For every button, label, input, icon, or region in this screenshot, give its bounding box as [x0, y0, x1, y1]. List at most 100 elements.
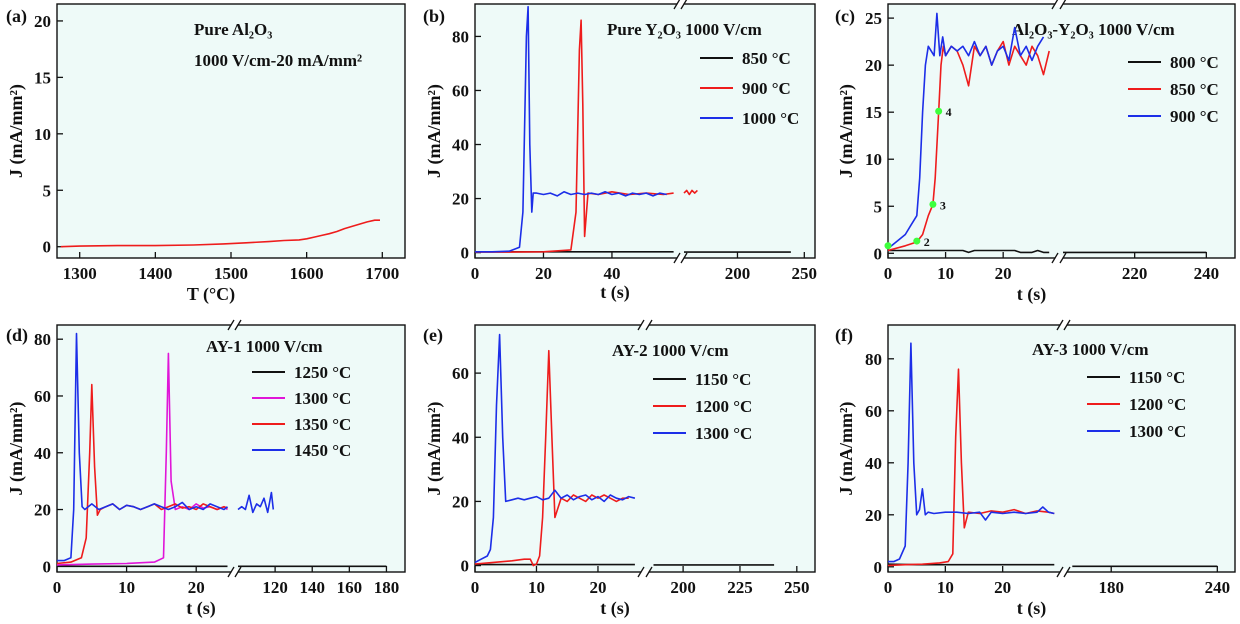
series-line-900-C [683, 189, 698, 196]
y-tick-label: 20 [865, 56, 882, 75]
x-axis-break-mark-top [1059, 0, 1067, 10]
panel-e-label: (e) [423, 325, 443, 346]
panel-e-x-axis-label: t (s) [600, 598, 630, 619]
panel-d-plot-area [56, 324, 406, 573]
series-line-850-C [887, 40, 1050, 252]
series-line-Pure-Al2O3 [60, 219, 380, 248]
y-tick-label: 60 [865, 402, 882, 421]
panel-a-subtitle: 1000 V/cm-20 mA/mm² [194, 51, 362, 70]
y-tick-label: 60 [452, 364, 469, 383]
x-tick-label: 160 [337, 578, 363, 597]
series-line-1200-C [474, 349, 629, 567]
y-tick-label: 80 [865, 350, 882, 369]
y-tick-label: 15 [34, 68, 51, 87]
x-tick-label: 20 [995, 264, 1012, 283]
y-tick-label: 0 [43, 238, 52, 257]
y-tick-label: 10 [34, 125, 51, 144]
panel-b-plot-area [474, 3, 816, 259]
x-tick-label: 180 [374, 578, 400, 597]
x-axis-break-gap [1060, 569, 1067, 575]
y-tick-label: 10 [865, 150, 882, 169]
y-tick-label: 0 [461, 244, 470, 263]
y-tick-label: 0 [461, 557, 470, 576]
panel-a-label: (a) [6, 6, 27, 27]
series-line-800-C [888, 249, 1050, 254]
panel-d-x-axis-label: t (s) [186, 598, 216, 619]
panel-b-label: (b) [423, 6, 445, 27]
x-axis-break-gap-top [1060, 322, 1067, 328]
legend-entry: 1000 °C [742, 109, 799, 128]
x-axis-break-mark [1059, 252, 1067, 264]
data-point-marker [913, 237, 921, 245]
x-tick-label: 1600 [290, 264, 324, 283]
x-axis-break-mark-top [234, 319, 242, 331]
x-tick-label: 1300 [63, 264, 97, 283]
x-tick-label: 0 [884, 264, 893, 283]
panel-d: (d) AY-1 1000 V/cm t (s) J (mA/mm²) 0 10 2… [6, 319, 406, 619]
series-line-1300-C [474, 333, 636, 564]
x-tick-label: 120 [262, 578, 288, 597]
x-tick-label: 225 [727, 578, 753, 597]
legend-entry: 800 °C [1170, 53, 1219, 72]
panel-b-title: Pure Y₂O₃ 1000 V/cm [607, 20, 762, 39]
y-tick-label: 15 [865, 103, 882, 122]
y-tick-label: 20 [865, 506, 882, 525]
legend-entry: 1150 °C [1129, 368, 1185, 387]
x-axis-break-gap-top [231, 322, 238, 328]
y-tick-label: 40 [452, 136, 469, 155]
panel-c-markers: 2 3 4 [884, 105, 952, 250]
x-tick-label: 1500 [214, 264, 248, 283]
panel-a-y-axis-label: J (mA/mm²) [6, 84, 27, 178]
legend-entry: 850 °C [1170, 80, 1219, 99]
y-tick-label: 80 [452, 27, 469, 46]
x-tick-label: 250 [792, 264, 818, 283]
x-axis-break-mark [1063, 566, 1071, 578]
y-tick-label: 20 [452, 190, 469, 209]
legend-entry: 1450 °C [294, 441, 351, 460]
x-axis-break-mark [645, 566, 653, 578]
x-tick-label: 20 [589, 578, 606, 597]
legend-entry: 1300 °C [294, 389, 351, 408]
x-axis-break-mark [227, 566, 235, 578]
legend-entry: 900 °C [742, 79, 791, 98]
panel-c-x-axis-label: t (s) [1017, 284, 1047, 305]
series-line-1450-C [57, 332, 228, 562]
x-tick-label: 240 [1205, 578, 1231, 597]
x-axis-break-mark-top [1056, 319, 1064, 331]
panel-a-plot-area [56, 3, 406, 259]
y-tick-label: 0 [874, 558, 883, 577]
panel-c-plot-area [887, 3, 1236, 259]
panel-e: (e) AY-2 1000 V/cm t (s) J (mA/mm²) 0 10 2… [423, 319, 816, 619]
panel-e-legend: 1150 °C 1200 °C 1300 °C [653, 370, 752, 443]
panel-b-x-axis-label: t (s) [600, 282, 630, 303]
y-tick-label: 20 [34, 501, 51, 520]
data-point-marker [935, 107, 943, 115]
marker-label: 3 [940, 198, 946, 212]
panel-a-series [60, 219, 380, 248]
x-axis-break-mark [637, 566, 645, 578]
x-tick-label: 200 [670, 578, 696, 597]
legend-entry: 1250 °C [294, 363, 351, 382]
y-tick-label: 0 [874, 244, 883, 263]
panel-c-title: Al₂O₃-Y₂O₃ 1000 V/cm [1012, 20, 1175, 39]
x-axis-break-mark-top [673, 0, 681, 10]
x-tick-label: 0 [471, 578, 480, 597]
y-tick-label: 40 [34, 444, 51, 463]
panel-f-y-axis-label: J (mA/mm²) [836, 402, 857, 496]
x-tick-label: 180 [1098, 578, 1124, 597]
y-tick-label: 20 [34, 12, 51, 31]
x-axis-break-gap [677, 255, 684, 261]
x-axis-break-gap-top [1055, 1, 1063, 7]
panel-c: (c) Al₂O₃-Y₂O₃ 1000 V/cm t (s) J (mA/mm²… [835, 0, 1236, 305]
panel-b-legend: 850 °C 900 °C 1000 °C [700, 49, 799, 128]
panel-d-legend: 1250 °C 1300 °C 1350 °C 1450 °C [252, 363, 351, 460]
legend-entry: 900 °C [1170, 107, 1219, 126]
x-axis-break-mark-top [227, 319, 235, 331]
x-axis-break-mark-top [680, 0, 688, 10]
panel-b-ticks: 0 20 40 200 250 0 20 40 60 80 [452, 0, 817, 283]
x-tick-label: 0 [53, 578, 62, 597]
y-tick-label: 0 [43, 557, 52, 576]
y-tick-label: 40 [452, 428, 469, 447]
legend-entry: 1150 °C [695, 370, 751, 389]
